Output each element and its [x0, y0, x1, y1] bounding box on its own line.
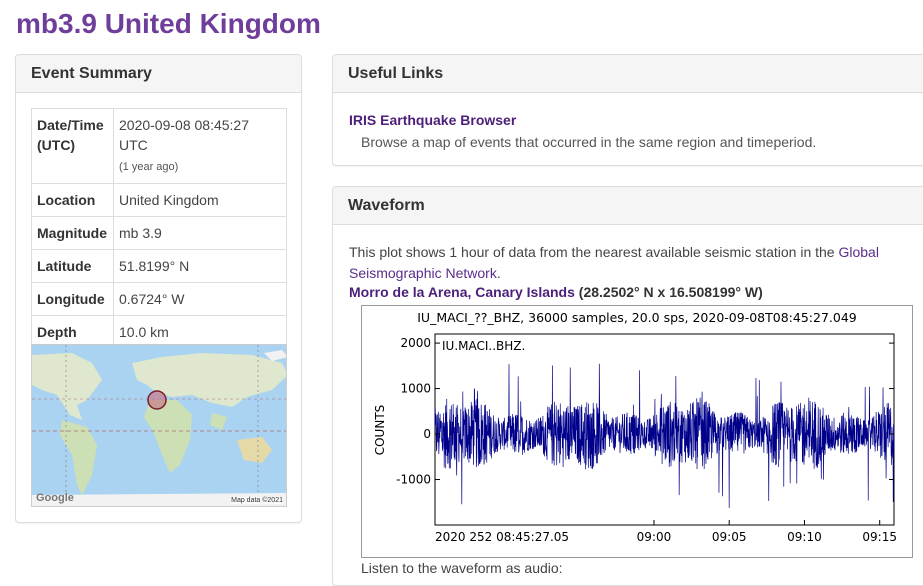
waveform-heading: Waveform	[333, 187, 923, 225]
event-location-map[interactable]: Google Map data ©2021	[31, 344, 287, 507]
summary-value-text: 51.8199° N	[119, 258, 190, 274]
summary-row-value: 2020-09-08 08:45:27 UTC (1 year ago)	[113, 108, 287, 184]
summary-row-value: mb 3.9	[113, 216, 287, 250]
useful-links-heading: Useful Links	[333, 55, 923, 93]
waveform-intro-text: This plot shows 1 hour of data from the …	[349, 244, 839, 260]
summary-row: Depth 10.0 km	[31, 315, 287, 349]
summary-row: Date/Time (UTC) 2020-09-08 08:45:27 UTC (1…	[31, 108, 287, 184]
summary-row: Magnitude mb 3.9	[31, 216, 287, 250]
summary-value-text: 2020-09-08 08:45:27 UTC	[119, 117, 249, 153]
event-summary-heading: Event Summary	[16, 55, 301, 93]
useful-links-panel: Useful Links IRIS Earthquake Browser Bro…	[332, 54, 923, 166]
page-title: mb3.9 United Kingdom	[16, 8, 321, 39]
summary-row: Latitude 51.8199° N	[31, 249, 287, 283]
y-tick-label: 1000	[400, 382, 431, 396]
summary-row-label: Date/Time (UTC)	[31, 108, 114, 184]
summary-row-label: Location	[31, 183, 114, 217]
waveform-chart: IU_MACI_??_BHZ, 36000 samples, 20.0 sps,…	[373, 310, 897, 544]
x-tick-label: 09:10	[787, 530, 822, 544]
summary-row-value: 51.8199° N	[113, 249, 287, 283]
summary-value-text: United Kingdom	[119, 192, 219, 208]
summary-value-text: 0.6724° W	[119, 291, 185, 307]
summary-row-label: Latitude	[31, 249, 114, 283]
summary-row: Longitude 0.6724° W	[31, 282, 287, 316]
y-tick-label: 2000	[400, 336, 431, 350]
event-marker-icon	[147, 390, 167, 410]
station-info: Morro de la Arena, Canary Islands (28.25…	[349, 284, 763, 300]
waveform-panel: Waveform This plot shows 1 hour of data …	[332, 186, 923, 586]
station-coordinates: (28.2502° N x 16.508199° W)	[578, 284, 763, 300]
gsn-link[interactable]: Global Seismographic Network	[349, 244, 879, 281]
x-tick-label: 09:05	[712, 530, 747, 544]
waveform-plot: IU_MACI_??_BHZ, 36000 samples, 20.0 sps,…	[361, 305, 913, 558]
iris-earthquake-browser-link[interactable]: IRIS Earthquake Browser	[349, 112, 517, 128]
waveform-intro-end: .	[496, 265, 501, 281]
summary-row-value: United Kingdom	[113, 183, 287, 217]
chart-title: IU_MACI_??_BHZ, 36000 samples, 20.0 sps,…	[417, 310, 857, 325]
y-tick-label: -1000	[396, 473, 431, 487]
trace-label: IU.MACI..BHZ.	[442, 339, 525, 353]
x-tick-label: 09:00	[637, 530, 672, 544]
google-logo: Google	[36, 492, 74, 504]
x-tick-label: 2020 252 08:45:27.05	[435, 530, 569, 544]
waveform-trace	[434, 363, 895, 508]
summary-row-label: Depth	[31, 315, 114, 349]
waveform-intro: This plot shows 1 hour of data from the …	[349, 242, 909, 284]
map-attribution[interactable]: Map data ©2021	[231, 497, 283, 504]
iris-earthquake-browser-description: Browse a map of events that occurred in …	[361, 134, 817, 150]
audio-label: Listen to the waveform as audio:	[361, 560, 563, 576]
y-tick-label: 0	[423, 427, 431, 441]
summary-row-label: Longitude	[31, 282, 114, 316]
summary-row-value: 0.6724° W	[113, 282, 287, 316]
waveform-series-line	[434, 363, 895, 508]
summary-row-value: 10.0 km	[113, 315, 287, 349]
summary-row: Location United Kingdom	[31, 183, 287, 217]
y-axis-label: COUNTS	[373, 405, 387, 456]
summary-row-label: Magnitude	[31, 216, 114, 250]
station-link[interactable]: Morro de la Arena, Canary Islands	[349, 284, 575, 300]
event-summary-panel: Event Summary Date/Time (UTC) 2020-09-08 …	[15, 54, 302, 523]
event-summary-table: Date/Time (UTC) 2020-09-08 08:45:27 UTC (1…	[31, 108, 287, 349]
summary-value-text: mb 3.9	[119, 225, 162, 241]
relative-time: (1 year ago)	[119, 161, 179, 173]
summary-value-text: 10.0 km	[119, 324, 169, 340]
x-tick-label: 09:15	[862, 530, 897, 544]
